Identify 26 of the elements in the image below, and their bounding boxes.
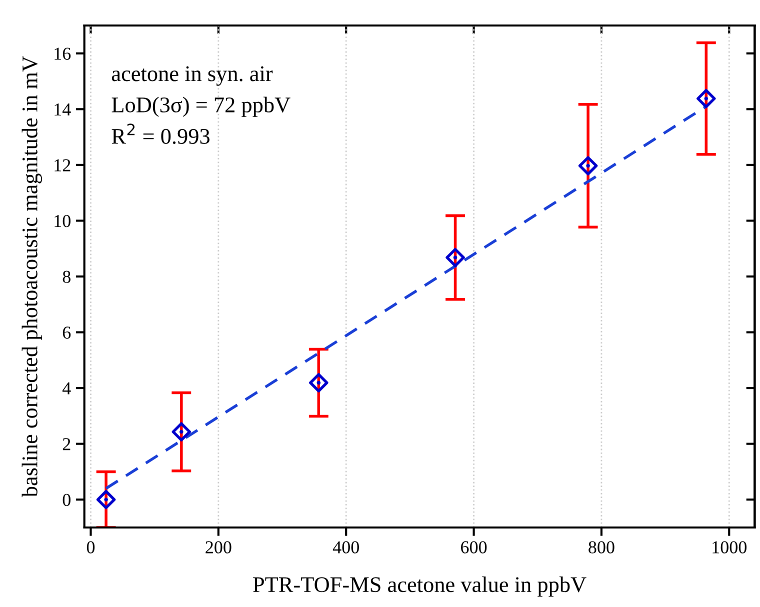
point <box>696 88 716 108</box>
y-axis-title: basline corrected photoacoustic magnitude in mV <box>22 56 42 498</box>
x-axis-title: PTR-TOF-MS acetone value in ppbV <box>253 576 586 597</box>
point <box>446 248 465 268</box>
y-tick-label: 16 <box>54 48 71 60</box>
point <box>309 373 328 392</box>
x-tick-label: 400 <box>332 541 359 554</box>
y-tick-label: 12 <box>54 159 70 172</box>
annotation: acetone in syn. air <box>112 66 273 86</box>
y-tick-label: 10 <box>54 214 70 228</box>
annotation: LoD(3σ) = 72 ppbV <box>112 96 290 117</box>
x-tick-label: 600 <box>461 541 487 554</box>
x-tick-label: 200 <box>206 541 232 554</box>
x-tick-label: 800 <box>588 541 614 554</box>
y-tick-label: 8 <box>62 270 70 283</box>
y-tick-label: 14 <box>54 104 71 116</box>
y-tick-label: 0 <box>62 494 70 506</box>
y-tick-label: 2 <box>62 438 70 450</box>
point <box>578 156 598 176</box>
point <box>96 490 116 510</box>
y-tick-label: 4 <box>62 382 71 394</box>
point <box>172 422 192 442</box>
annotation: R$^{2}$ = 0.993 <box>112 124 210 144</box>
x-tick-label: 1000 <box>712 541 747 554</box>
x-tick-label: 0 <box>86 541 95 554</box>
y-tick-label: 6 <box>62 326 71 339</box>
